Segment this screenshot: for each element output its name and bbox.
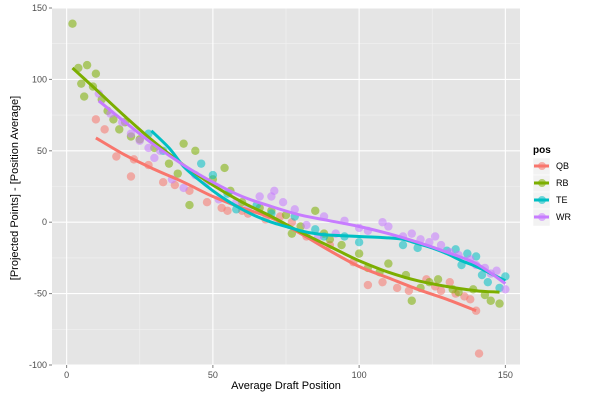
legend-label-qb: QB: [556, 161, 569, 171]
legend-label-wr: WR: [556, 212, 571, 222]
trend-line-te: [150, 129, 507, 283]
point-wr: [384, 222, 393, 231]
point-rb: [220, 163, 229, 173]
y-tick-label: 150: [32, 3, 47, 13]
legend-title: pos: [533, 145, 551, 156]
point-te: [196, 159, 206, 168]
x-axis-title: Average Draft Position: [231, 380, 341, 392]
point-qb: [112, 152, 121, 161]
point-qb: [100, 125, 109, 134]
point-rb: [433, 275, 443, 284]
point-qb: [363, 280, 373, 290]
point-te: [413, 243, 422, 253]
point-rb: [68, 19, 77, 28]
point-qb: [202, 198, 212, 207]
y-tick-label: 50: [37, 146, 47, 156]
point-te: [208, 170, 218, 180]
point-rb: [82, 60, 92, 70]
point-te: [483, 277, 493, 287]
point-rb: [354, 249, 364, 258]
y-axis-title: [Projected Points] - [Position Average]: [9, 96, 21, 280]
point-rb: [179, 139, 188, 148]
trend-lines: [71, 66, 507, 313]
point-te: [354, 237, 364, 247]
point-rb: [164, 159, 174, 168]
point-wr: [436, 240, 446, 250]
point-qb: [223, 206, 232, 215]
point-rb: [495, 299, 504, 308]
minor-gridlines: [52, 8, 520, 365]
point-rb: [191, 146, 200, 155]
point-wr: [135, 136, 144, 146]
trend-line-rb: [71, 66, 500, 294]
point-wr: [144, 143, 153, 153]
legend: pos QB RB TE WR: [532, 145, 571, 227]
point-rb: [185, 200, 194, 210]
point-wr: [407, 229, 416, 238]
point-qb: [466, 295, 475, 304]
point-wr: [255, 192, 264, 201]
point-wr: [126, 129, 136, 138]
legend-items: QB RB TE WR: [532, 157, 571, 227]
y-tick-label: -50: [34, 289, 47, 299]
point-wr: [492, 266, 501, 275]
point-qb: [392, 283, 402, 293]
point-rb: [77, 79, 86, 88]
point-qb: [126, 172, 136, 181]
x-tick-label: 0: [64, 370, 69, 380]
point-rb: [115, 125, 124, 134]
point-wr: [179, 183, 188, 193]
point-wr: [270, 186, 279, 195]
x-tick-label: 150: [498, 370, 513, 380]
point-te: [311, 225, 320, 234]
axis-ticks: 0 50 100 150 -100 -50 0 50 100 150: [29, 3, 513, 380]
point-rb: [407, 296, 416, 305]
y-tick-label: 100: [32, 74, 47, 84]
point-qb: [445, 277, 454, 287]
point-qb: [436, 286, 446, 295]
point-rb: [79, 92, 89, 101]
point-rb: [173, 169, 182, 178]
point-rb: [337, 240, 346, 250]
point-qb: [404, 286, 414, 295]
point-qb: [91, 115, 101, 124]
point-wr: [302, 220, 311, 230]
y-tick-label: -100: [29, 360, 47, 370]
point-rb: [311, 206, 320, 215]
point-qb: [158, 178, 168, 187]
point-rb: [384, 259, 393, 268]
x-tick-label: 100: [352, 370, 367, 380]
trend-line-wr: [97, 99, 507, 285]
point-wr: [150, 153, 159, 163]
major-gridlines: [52, 7, 520, 366]
legend-label-rb: RB: [556, 178, 569, 188]
point-te: [398, 240, 408, 250]
point-te: [477, 270, 487, 280]
x-tick-label: 50: [208, 370, 218, 380]
y-tick-label: 0: [42, 217, 47, 227]
point-wr: [501, 285, 510, 294]
point-rb: [486, 296, 495, 305]
point-rb: [91, 69, 101, 78]
point-wr: [430, 232, 440, 241]
point-wr: [278, 198, 288, 207]
point-qb: [474, 349, 484, 358]
point-wr: [378, 218, 387, 227]
legend-label-te: TE: [556, 195, 568, 205]
point-qb: [378, 277, 387, 287]
